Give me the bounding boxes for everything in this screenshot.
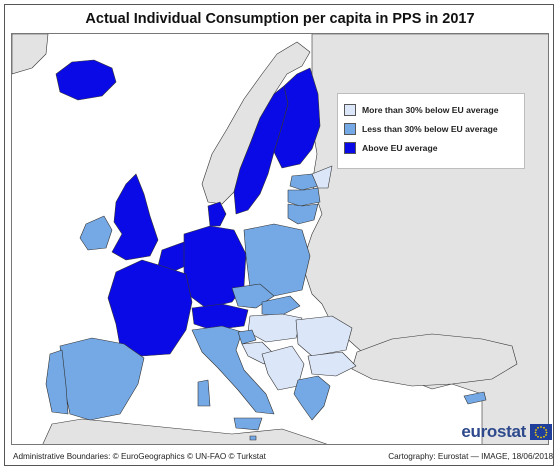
sicily xyxy=(233,417,263,431)
united-kingdom xyxy=(111,173,159,261)
logo-text: eurostat xyxy=(461,422,526,441)
poland xyxy=(243,223,311,297)
footer-boundaries-credit: Administrative Boundaries: © EuroGeograp… xyxy=(13,451,266,461)
eurostat-logo: eurostat xyxy=(440,417,552,447)
turkey xyxy=(351,333,518,387)
legend-swatch xyxy=(344,103,356,116)
latvia xyxy=(287,187,321,207)
denmark xyxy=(207,201,227,227)
legend-item-more-than-30-below: More than 30% below EU average xyxy=(344,100,518,119)
austria xyxy=(191,303,249,331)
legend-label: More than 30% below EU average xyxy=(362,104,499,115)
portugal xyxy=(45,349,69,415)
france xyxy=(107,259,193,357)
legend-item-less-than-30-below: Less than 30% below EU average xyxy=(344,119,518,138)
map-figure: Actual Individual Consumption per capita… xyxy=(4,4,554,466)
lithuania xyxy=(287,203,319,225)
legend-item-above-eu-average: Above EU average xyxy=(344,138,518,157)
legend-swatch xyxy=(344,122,356,135)
footer-cartography-credit: Cartography: Eurostat — IMAGE, 18/06/201… xyxy=(388,451,553,461)
netherlands-belgium xyxy=(157,241,191,273)
malta xyxy=(249,435,257,441)
greenland-edge xyxy=(12,34,49,75)
iceland xyxy=(55,59,117,101)
baltic-light-area xyxy=(311,165,333,189)
romania xyxy=(295,315,353,357)
slovakia xyxy=(261,295,301,317)
bulgaria xyxy=(307,351,357,377)
estonia xyxy=(289,173,319,191)
map-legend: More than 30% below EU average Less than… xyxy=(337,93,525,169)
slovenia xyxy=(237,329,257,345)
italy xyxy=(191,325,275,415)
finland xyxy=(273,67,321,169)
map-title: Actual Individual Consumption per capita… xyxy=(85,11,475,27)
eu-flag-icon xyxy=(530,424,552,440)
norway xyxy=(201,41,311,205)
legend-swatch xyxy=(344,141,356,154)
greece xyxy=(293,375,331,421)
legend-label: Less than 30% below EU average xyxy=(362,123,498,134)
cyprus xyxy=(463,391,487,405)
legend-label: Above EU average xyxy=(362,142,438,153)
sardinia xyxy=(197,379,211,407)
map-footer: Administrative Boundaries: © EuroGeograp… xyxy=(13,448,553,464)
ireland xyxy=(79,215,113,251)
